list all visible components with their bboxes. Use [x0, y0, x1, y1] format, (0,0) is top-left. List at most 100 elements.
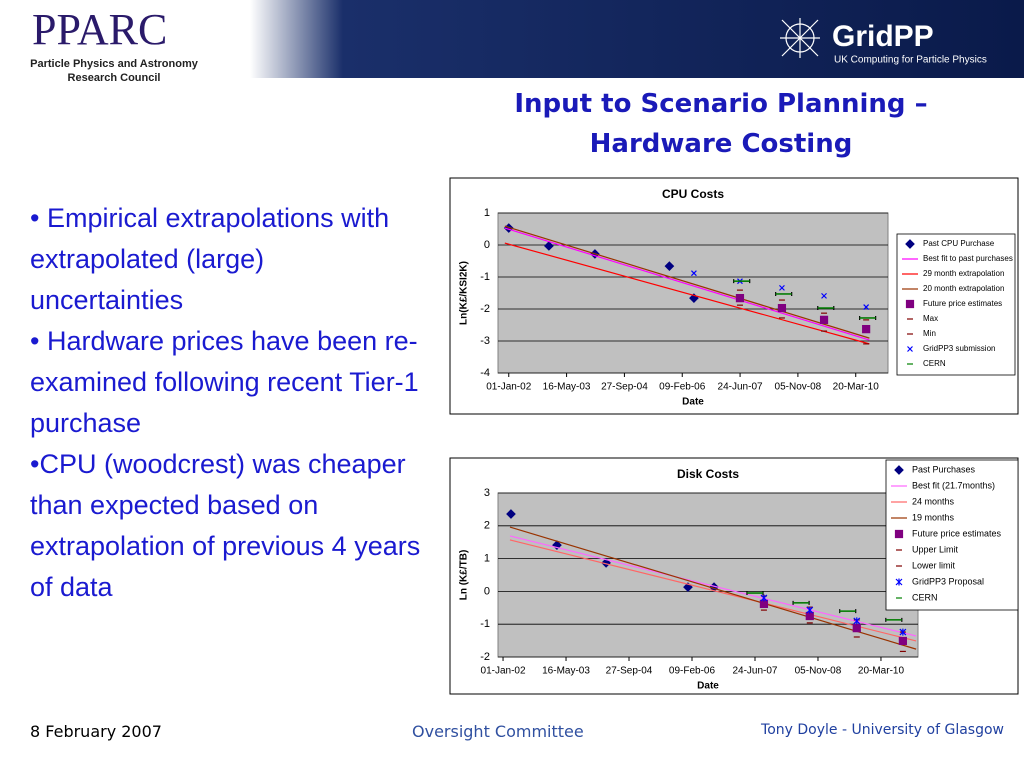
plot-area [497, 492, 919, 658]
legend-label: GridPP3 Proposal [912, 576, 984, 586]
legend-label: Best fit (21.7months) [912, 480, 995, 490]
chart-title: CPU Costs [662, 187, 724, 201]
fit-line [504, 227, 870, 341]
header-band [250, 0, 1024, 78]
legend-label: Max [923, 314, 938, 323]
y-tick-label: -2 [480, 651, 490, 663]
x-tick-label: 20-Mar-10 [858, 666, 905, 677]
x-axis-label: Date [682, 397, 704, 408]
bullet-list: • Empirical extrapolations with extrapol… [30, 198, 422, 608]
pparc-logo: PPARC [32, 5, 167, 54]
x-tick-label: 27-Sep-04 [606, 666, 653, 677]
y-axis-label: Ln (K£/TB) [459, 550, 470, 601]
legend-label: Lower limit [912, 560, 956, 570]
y-tick-label: 3 [484, 487, 490, 499]
y-tick-label: 2 [484, 520, 490, 532]
legend-label: 19 months [912, 512, 955, 522]
data-point [552, 540, 562, 551]
legend-label: GridPP3 submission [923, 344, 995, 353]
legend-label: CERN [923, 359, 946, 368]
data-point [899, 628, 907, 636]
data-point [735, 294, 745, 303]
fit-line [509, 539, 917, 642]
legend-symbol [894, 465, 904, 475]
x-tick-label: 24-Jun-07 [732, 666, 777, 677]
x-tick-label: 09-Feb-06 [659, 382, 706, 393]
data-point [759, 599, 769, 608]
legend-label: Best fit to past purchases [923, 254, 1013, 263]
gridpp-icon [780, 18, 820, 58]
legend-symbol [905, 239, 915, 249]
legend-label: Upper Limit [912, 544, 959, 554]
fit-line [509, 535, 917, 637]
bullet: • Empirical extrapolations with extrapol… [30, 203, 390, 315]
x-tick-label: 16-May-03 [542, 666, 590, 677]
slide-title: Input to Scenario Planning – Hardware Co… [514, 89, 928, 159]
y-tick-label: -1 [480, 271, 490, 283]
gridpp-logo: GridPP [832, 20, 934, 53]
plot-area [497, 212, 889, 374]
y-tick-label: -1 [480, 618, 490, 630]
pparc-subtitle: Particle Physics and Astronomy [30, 58, 199, 70]
y-tick-label: -3 [480, 335, 490, 347]
data-point [853, 617, 861, 625]
data-point [691, 270, 697, 277]
x-tick-label: 05-Nov-08 [795, 666, 842, 677]
y-tick-label: 1 [484, 553, 490, 565]
legend-label: Min [923, 329, 936, 338]
data-point [805, 611, 814, 621]
data-point [852, 624, 861, 633]
data-point [760, 594, 768, 602]
legend-label: Future price estimates [923, 299, 1002, 308]
x-tick-label: 01-Jan-02 [486, 382, 531, 393]
y-tick-label: 1 [484, 207, 490, 219]
x-tick-label: 20-Mar-10 [833, 382, 880, 393]
legend-label: Past Purchases [912, 464, 976, 474]
y-tick-label: 0 [484, 585, 490, 597]
legend-label: 24 months [912, 496, 955, 506]
legend-label: Past CPU Purchase [923, 239, 995, 248]
legend-symbol [905, 299, 915, 309]
bullet: • Hardware prices have been re-examined … [30, 326, 419, 438]
y-tick-label: 0 [484, 239, 490, 251]
data-point [506, 509, 516, 519]
pparc-subtitle: Research Council [68, 72, 161, 84]
gridpp-subtitle: UK Computing for Particle Physics [834, 55, 987, 66]
x-tick-label: 16-May-03 [543, 382, 591, 393]
data-point [664, 261, 675, 271]
footer-event: Oversight Committee [412, 722, 584, 741]
bullet: •CPU (woodcrest) was cheaper than expect… [30, 449, 421, 602]
x-tick-label: 27-Sep-04 [601, 382, 648, 393]
x-axis-label: Date [697, 681, 719, 692]
y-axis-label: Ln(K£/KSI2K) [459, 261, 470, 325]
legend-label: CERN [912, 592, 938, 602]
footer-author: Tony Doyle - University of Glasgow [761, 722, 1004, 738]
legend-label: 29 month extrapolation [923, 269, 1004, 278]
data-point [821, 292, 827, 299]
chart-title: Disk Costs [677, 467, 739, 481]
legend-label: 20 month extrapolation [923, 284, 1004, 293]
y-tick-label: -2 [480, 303, 490, 315]
legend-box [896, 233, 1016, 376]
x-tick-label: 01-Jan-02 [481, 666, 526, 677]
y-tick-label: -4 [480, 367, 490, 379]
data-point [779, 284, 785, 291]
legend-symbol [895, 578, 903, 586]
fit-line [509, 526, 917, 650]
data-point [863, 304, 870, 311]
fit-line [504, 242, 870, 345]
x-tick-label: 24-Jun-07 [718, 382, 763, 393]
legend-label: Future price estimates [912, 528, 1002, 538]
legend-symbol [894, 529, 904, 539]
data-point [806, 606, 814, 614]
data-point [862, 325, 871, 334]
data-point [777, 303, 787, 313]
fit-line [504, 225, 870, 339]
data-point [819, 315, 829, 324]
footer-date: 8 February 2007 [30, 722, 162, 741]
legend-symbol [907, 346, 913, 352]
x-tick-label: 09-Feb-06 [669, 666, 716, 677]
legend-box [885, 459, 1019, 611]
